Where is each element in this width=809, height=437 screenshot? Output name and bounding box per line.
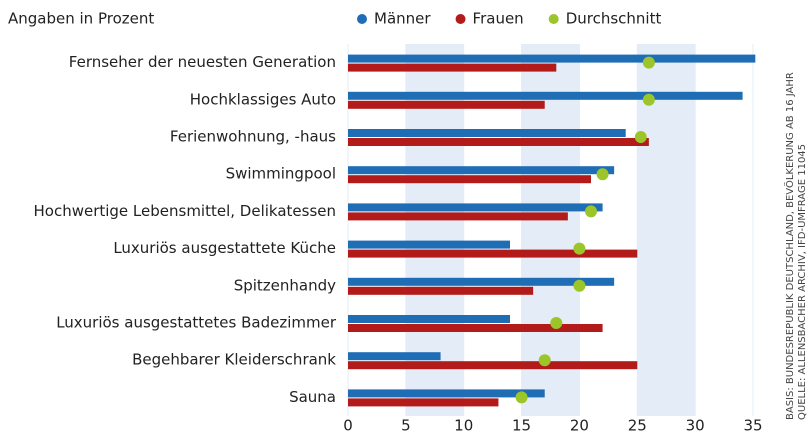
legend-swatch <box>548 14 559 24</box>
band <box>637 44 696 416</box>
average-dot <box>642 93 655 106</box>
x-tick-label: 25 <box>628 417 647 435</box>
x-tick-label: 5 <box>401 417 411 435</box>
legend-swatch <box>357 14 367 24</box>
bar <box>348 166 615 175</box>
bar <box>348 63 557 72</box>
legend-label: Frauen <box>473 10 524 28</box>
y-tick-label: Luxuriös ausgestattete Küche <box>113 239 336 257</box>
y-tick-label: Begehbarer Kleiderschrank <box>132 351 336 369</box>
x-tick-label: 0 <box>343 417 353 435</box>
average-dot <box>573 279 586 292</box>
chart-subtitle: Angaben in Prozent <box>8 10 154 28</box>
bar <box>348 398 499 407</box>
average-dot <box>573 242 586 255</box>
y-tick-label: Fernseher der neuesten Generation <box>69 53 336 71</box>
bar <box>348 286 534 295</box>
average-dot <box>538 354 551 367</box>
bar <box>348 138 649 146</box>
bar <box>348 129 626 137</box>
bar <box>348 324 603 332</box>
bar <box>348 54 756 63</box>
y-tick-label: Sauna <box>289 388 336 406</box>
legend-label: Durchschnitt <box>566 10 662 28</box>
x-tick-label: 15 <box>512 417 531 435</box>
bar <box>348 389 545 398</box>
bar <box>348 100 545 109</box>
source-block: BASIS: BUNDESREPUBLIK DEUTSCHLAND, BEVÖL… <box>783 72 808 420</box>
bar <box>348 240 510 249</box>
average-dot <box>585 205 597 218</box>
y-tick-label: Swimmingpool <box>226 165 336 183</box>
bar <box>348 91 743 100</box>
y-tick-label: Spitzenhandy <box>234 276 336 294</box>
y-tick-label: Luxuriös ausgestattetes Badezimmer <box>56 314 337 332</box>
average-dot <box>642 56 655 69</box>
bar <box>348 212 568 221</box>
y-tick-label: Ferienwohnung, -haus <box>170 128 336 146</box>
x-tick-label: 30 <box>686 417 705 435</box>
bar <box>348 352 441 361</box>
x-tick-label: 20 <box>570 417 589 435</box>
y-tick-label: Hochwertige Lebensmittel, Delikatessen <box>33 202 336 220</box>
y-tick-label: Hochklassiges Auto <box>190 90 336 108</box>
bar <box>348 277 615 286</box>
bar <box>348 361 638 370</box>
x-tick-label: 10 <box>454 417 473 435</box>
average-dot <box>596 168 609 181</box>
bar <box>348 203 603 212</box>
average-dot <box>515 391 528 404</box>
bar <box>348 175 591 184</box>
bar <box>348 249 638 258</box>
average-dot <box>634 131 647 143</box>
legend-swatch <box>455 14 466 24</box>
source: QUELLE: ALLENSBACHER ARCHIV, IFD-UMFRAGE… <box>797 144 808 420</box>
average-dot <box>550 317 563 329</box>
x-tick-label: 35 <box>743 417 762 435</box>
bar <box>348 315 510 323</box>
legend-label: Männer <box>374 10 431 28</box>
source-note: BASIS: BUNDESREPUBLIK DEUTSCHLAND, BEVÖL… <box>783 72 796 420</box>
